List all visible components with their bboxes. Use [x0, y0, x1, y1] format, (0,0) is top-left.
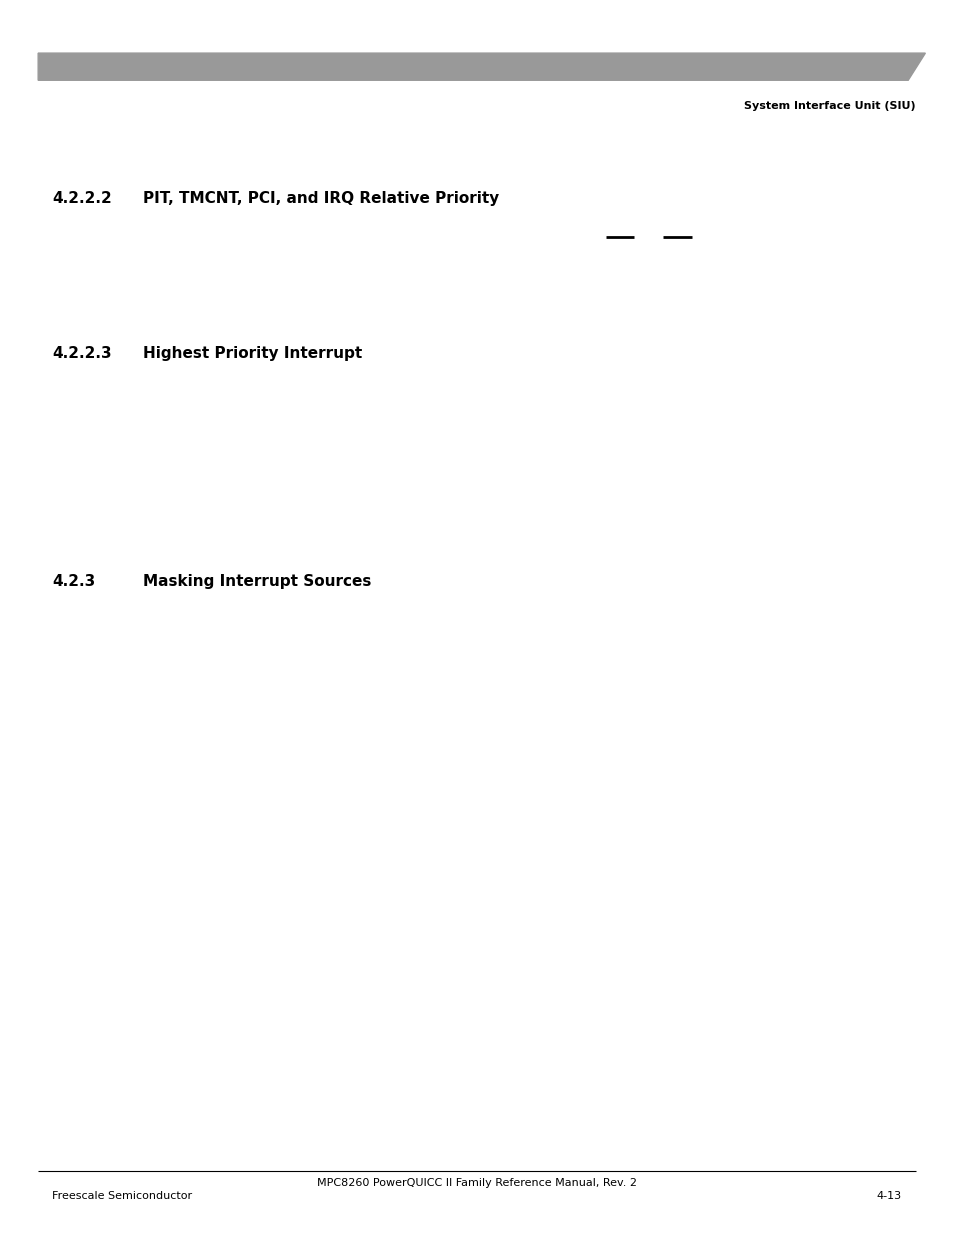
Text: 4-13: 4-13: [876, 1191, 901, 1200]
Text: 4.2.3: 4.2.3: [52, 574, 95, 589]
Text: Masking Interrupt Sources: Masking Interrupt Sources: [143, 574, 371, 589]
Text: Freescale Semiconductor: Freescale Semiconductor: [52, 1191, 193, 1200]
Text: 4.2.2.2: 4.2.2.2: [52, 191, 112, 206]
Text: PIT, TMCNT, PCI, and IRQ Relative Priority: PIT, TMCNT, PCI, and IRQ Relative Priori…: [143, 191, 498, 206]
Text: System Interface Unit (SIU): System Interface Unit (SIU): [743, 101, 915, 111]
Polygon shape: [38, 53, 924, 80]
Text: MPC8260 PowerQUICC II Family Reference Manual, Rev. 2: MPC8260 PowerQUICC II Family Reference M…: [316, 1178, 637, 1188]
Text: 4.2.2.3: 4.2.2.3: [52, 346, 112, 361]
Text: Highest Priority Interrupt: Highest Priority Interrupt: [143, 346, 362, 361]
